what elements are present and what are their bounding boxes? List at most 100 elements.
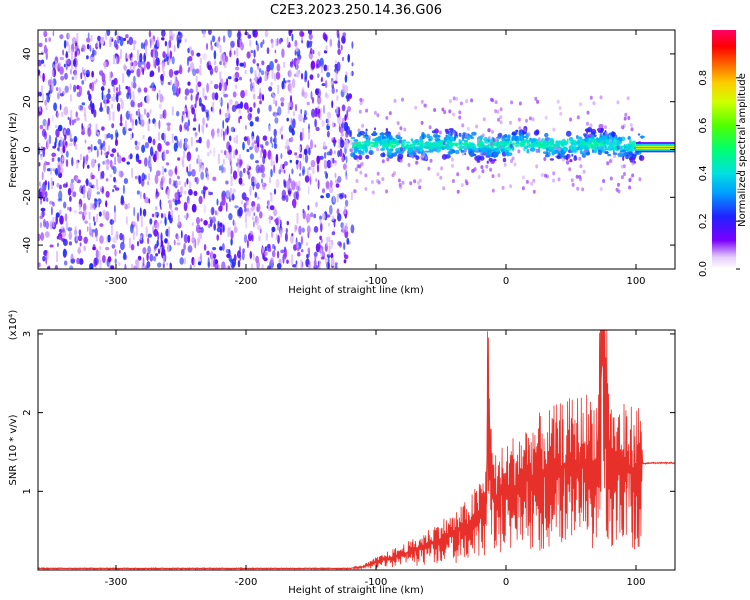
tone-line xyxy=(636,145,675,147)
noise-cell xyxy=(326,159,332,169)
noise-streak xyxy=(61,157,64,167)
noise-streak xyxy=(78,204,81,211)
signal-cell xyxy=(604,150,609,155)
signal-halo xyxy=(582,169,586,174)
noise-streak xyxy=(201,125,204,132)
noise-streak xyxy=(131,123,134,130)
noise-streak xyxy=(120,98,123,102)
noise-cell xyxy=(214,92,219,101)
noise-cell xyxy=(114,258,117,265)
signal-halo xyxy=(480,165,484,170)
noise-cell xyxy=(187,81,191,86)
noise-streak xyxy=(332,196,335,203)
noise-cell xyxy=(78,211,83,215)
noise-cell xyxy=(202,117,206,126)
noise-cell xyxy=(55,214,58,225)
noise-streak xyxy=(244,70,247,75)
noise-streak xyxy=(43,63,46,67)
noise-cell xyxy=(79,185,84,194)
noise-streak xyxy=(269,176,271,183)
noise-cell xyxy=(113,184,117,189)
signal-halo xyxy=(479,151,483,156)
noise-cell xyxy=(310,60,316,70)
noise-cell xyxy=(295,155,300,159)
noise-cell xyxy=(270,168,273,178)
noise-cell xyxy=(246,148,250,153)
signal-cell xyxy=(468,143,475,148)
noise-cell xyxy=(307,205,310,211)
noise-cell xyxy=(118,84,121,92)
signal-halo xyxy=(568,167,572,172)
signal-cell xyxy=(455,142,458,147)
noise-cell xyxy=(47,180,50,191)
signal-halo xyxy=(588,133,592,138)
signal-halo xyxy=(556,99,560,104)
noise-cell xyxy=(111,244,116,249)
tone-line xyxy=(636,149,675,151)
noise-cell xyxy=(293,244,298,251)
noise-cell xyxy=(249,121,254,127)
noise-cell xyxy=(218,36,221,42)
noise-cell xyxy=(329,179,333,188)
noise-cell xyxy=(197,261,202,266)
noise-streak xyxy=(118,262,121,266)
signal-cell xyxy=(602,135,606,140)
noise-cell xyxy=(41,128,47,137)
noise-streak xyxy=(298,180,301,190)
noise-streak xyxy=(154,213,157,218)
noise-streak xyxy=(99,246,102,250)
noise-cell xyxy=(38,70,41,74)
noise-cell xyxy=(155,253,159,257)
noise-cell xyxy=(107,234,111,243)
noise-cell xyxy=(260,41,263,49)
noise-cell xyxy=(274,49,277,54)
noise-cell xyxy=(156,92,159,101)
noise-streak xyxy=(132,91,135,95)
signal-cell xyxy=(571,153,574,157)
noise-streak xyxy=(252,216,254,220)
noise-cell xyxy=(194,177,198,183)
noise-streak xyxy=(345,175,348,180)
signal-halo xyxy=(456,189,460,194)
noise-cell xyxy=(229,135,232,142)
noise-cell xyxy=(320,195,324,199)
noise-cell xyxy=(100,171,102,180)
signal-halo xyxy=(609,138,613,143)
signal-halo xyxy=(513,162,517,167)
noise-cell xyxy=(309,74,314,80)
noise-cell xyxy=(73,118,77,123)
signal-cell xyxy=(491,147,495,150)
signal-cell xyxy=(541,138,545,143)
noise-cell xyxy=(120,241,125,251)
noise-cell xyxy=(275,100,278,107)
noise-cell xyxy=(100,150,103,156)
signal-cell xyxy=(431,130,437,134)
noise-cell xyxy=(137,102,141,108)
noise-cell xyxy=(141,144,146,153)
noise-cell xyxy=(38,59,42,67)
noise-cell xyxy=(335,89,338,93)
noise-cell xyxy=(196,95,199,99)
noise-streak xyxy=(229,188,232,199)
noise-cell xyxy=(46,197,49,202)
signal-cell xyxy=(440,146,447,150)
noise-streak xyxy=(328,246,331,256)
noise-cell xyxy=(218,165,222,171)
signal-cell xyxy=(353,139,359,142)
signal-cell xyxy=(512,132,517,135)
noise-cell xyxy=(284,181,286,188)
signal-cell xyxy=(639,155,642,160)
noise-cell xyxy=(283,77,285,83)
noise-cell xyxy=(318,155,321,162)
noise-cell xyxy=(88,182,93,187)
noise-streak xyxy=(251,263,254,269)
signal-cell xyxy=(397,136,403,140)
noise-cell xyxy=(206,250,210,256)
noise-cell xyxy=(216,211,219,216)
noise-streak xyxy=(80,153,83,161)
noise-cell xyxy=(48,37,51,42)
signal-cell xyxy=(435,145,441,150)
noise-streak xyxy=(122,73,125,83)
noise-cell xyxy=(134,145,140,151)
signal-halo xyxy=(452,96,456,101)
